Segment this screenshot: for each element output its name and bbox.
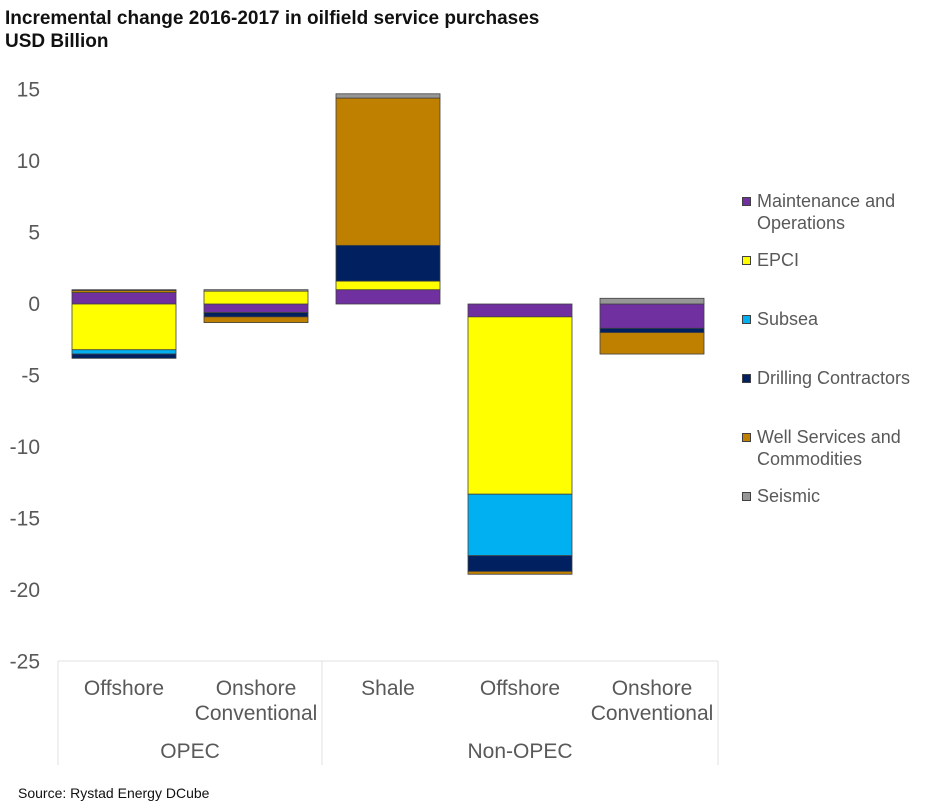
legend-label: Seismic — [757, 486, 821, 506]
y-axis: 15 10 5 0 -5 -10 -15 -20 -25 — [10, 79, 40, 674]
bar-segment — [599, 332, 705, 355]
x-tick-label: Shale — [361, 677, 415, 700]
y-tick-label: -15 — [10, 508, 40, 531]
bar-segment — [71, 289, 177, 291]
bar-segment — [203, 316, 309, 323]
legend-label: Maintenance and Operations — [757, 191, 896, 233]
source-note: Source: Rystad Energy DCube — [18, 785, 210, 801]
bar-segment — [335, 244, 441, 282]
bar-segment — [467, 303, 573, 318]
y-tick-label: 10 — [17, 150, 40, 173]
legend-swatch — [742, 315, 751, 324]
bar-segment — [467, 555, 573, 572]
y-tick-label: -20 — [10, 579, 40, 602]
bar-segment — [71, 353, 177, 359]
bars — [71, 93, 705, 575]
bar-segment — [599, 327, 705, 333]
y-tick-label: -25 — [10, 651, 40, 674]
legend-item-well-services: Well Services and Commodities — [742, 426, 929, 470]
legend-label: EPCI — [757, 250, 800, 270]
bar-segment — [335, 93, 441, 99]
bar-segment — [203, 289, 309, 292]
bar-segment — [467, 316, 573, 495]
x-group-label: Non-OPEC — [467, 740, 572, 763]
legend-swatch — [742, 433, 751, 442]
chart-plot: 15 10 5 0 -5 -10 -15 -20 -25 Offshore Onshore Conv… — [10, 79, 719, 765]
legend-item-epci: EPCI — [742, 249, 929, 271]
legend-label: Well Services and Commodities — [757, 427, 901, 469]
bar-segment — [467, 493, 573, 557]
legend-label: Subsea — [757, 309, 819, 329]
y-tick-label: -10 — [10, 436, 40, 459]
bar-segment — [203, 312, 309, 318]
legend-item-subsea: Subsea — [742, 308, 929, 330]
bar-segment — [467, 571, 573, 575]
legend-swatch — [742, 256, 751, 265]
y-tick-label: 5 — [28, 222, 40, 245]
bar-segment — [203, 303, 309, 313]
chart-title: Incremental change 2016-2017 in oilfield… — [5, 7, 539, 53]
y-tick-label: -5 — [21, 365, 40, 388]
legend-item-drilling: Drilling Contractors — [742, 367, 929, 389]
x-axis: Offshore Onshore Conventional Shale Offshore… — [57, 660, 719, 765]
x-tick-label: Offshore — [480, 677, 560, 700]
y-tick-label: 0 — [28, 293, 40, 316]
legend-swatch — [742, 492, 751, 501]
bar-segment — [203, 290, 309, 305]
bar-segment — [71, 349, 177, 355]
bar-segment — [71, 292, 177, 305]
bar-segment — [335, 289, 441, 305]
legend-swatch — [742, 374, 751, 383]
chart-title-text: Incremental change 2016-2017 in oilfield… — [5, 8, 540, 29]
x-tick-label: Offshore — [84, 677, 164, 700]
bar-segment — [599, 303, 705, 329]
x-tick-label: Onshore Conventional — [591, 677, 714, 725]
legend-item-seismic: Seismic — [742, 485, 929, 507]
x-tick-label: Onshore Conventional — [195, 677, 318, 725]
legend-swatch — [742, 197, 751, 206]
bar-segment — [599, 297, 705, 305]
legend-label: Drilling Contractors — [757, 368, 911, 388]
legend-item-maintenance: Maintenance and Operations — [742, 190, 929, 234]
y-tick-label: 15 — [17, 79, 40, 102]
x-group-label: OPEC — [160, 740, 220, 763]
bar-segment — [335, 97, 441, 246]
bar-segment — [71, 303, 177, 351]
bar-segment — [335, 280, 441, 291]
chart-subtitle: USD Billion — [5, 31, 109, 52]
